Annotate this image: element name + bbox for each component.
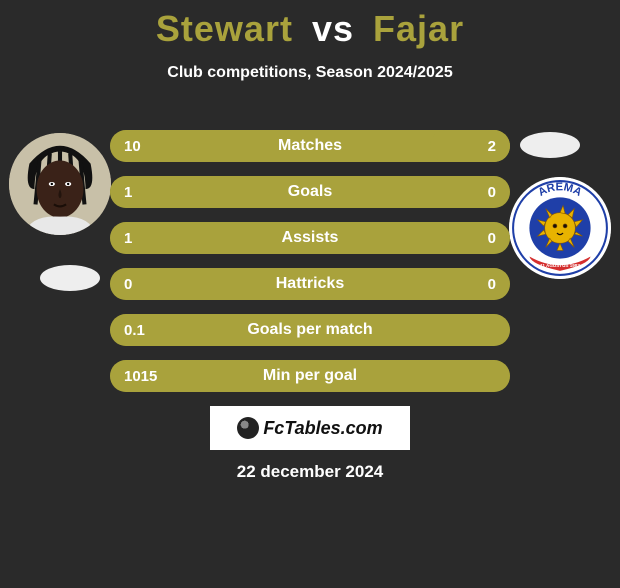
stat-value-right: 2 bbox=[488, 138, 496, 155]
club-logo-right: AREMA 11 AGUSTUS 1987 bbox=[509, 177, 611, 279]
subtitle: Club competitions, Season 2024/2025 bbox=[0, 64, 620, 82]
page-title: Stewart vs Fajar bbox=[0, 8, 620, 50]
title-left: Stewart bbox=[156, 8, 293, 49]
country-flag-left bbox=[40, 265, 100, 291]
stat-label: Assists bbox=[110, 229, 510, 247]
date-text: 22 december 2024 bbox=[0, 462, 620, 482]
stat-row: 10Matches2 bbox=[110, 130, 510, 162]
stat-row: 1015Min per goal bbox=[110, 360, 510, 392]
stat-label: Goals bbox=[110, 183, 510, 201]
stats-table: 10Matches21Goals01Assists00Hattricks00.1… bbox=[110, 130, 510, 406]
brand-box[interactable]: FcTables.com bbox=[210, 406, 410, 450]
stat-row: 1Goals0 bbox=[110, 176, 510, 208]
stat-row: 1Assists0 bbox=[110, 222, 510, 254]
stat-value-right: 0 bbox=[488, 276, 496, 293]
country-flag-right bbox=[520, 132, 580, 158]
soccer-ball-icon bbox=[237, 417, 259, 439]
stat-value-right: 0 bbox=[488, 184, 496, 201]
player-photo-left bbox=[9, 133, 111, 235]
stat-row: 0Hattricks0 bbox=[110, 268, 510, 300]
stat-value-right: 0 bbox=[488, 230, 496, 247]
stat-label: Min per goal bbox=[110, 367, 510, 385]
brand-text: FcTables.com bbox=[263, 418, 382, 439]
stat-label: Hattricks bbox=[110, 275, 510, 293]
stat-label: Matches bbox=[110, 137, 510, 155]
stat-label: Goals per match bbox=[110, 321, 510, 339]
stat-row: 0.1Goals per match bbox=[110, 314, 510, 346]
title-right: Fajar bbox=[373, 8, 464, 49]
title-vs: vs bbox=[312, 8, 354, 49]
club-founded-text: 11 AGUSTUS 1987 bbox=[540, 263, 580, 268]
